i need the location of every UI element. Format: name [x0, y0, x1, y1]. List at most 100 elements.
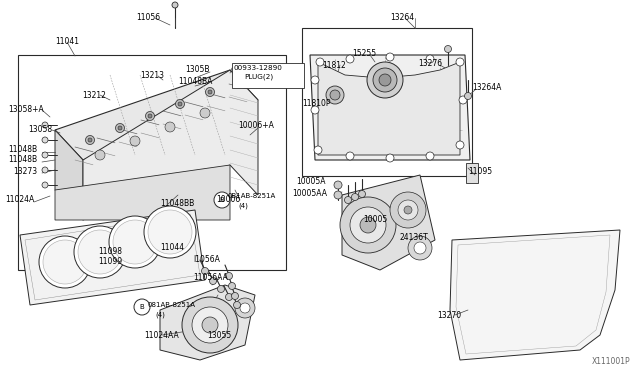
Text: 13264: 13264	[390, 13, 414, 22]
Circle shape	[351, 193, 358, 201]
Circle shape	[330, 90, 340, 100]
Circle shape	[42, 137, 48, 143]
Circle shape	[232, 292, 239, 299]
Circle shape	[192, 307, 228, 343]
Circle shape	[358, 190, 365, 198]
Circle shape	[386, 154, 394, 162]
Polygon shape	[83, 70, 258, 220]
Polygon shape	[55, 165, 230, 220]
Circle shape	[240, 303, 250, 313]
Text: l1056A: l1056A	[193, 256, 220, 264]
Circle shape	[390, 192, 426, 228]
Circle shape	[225, 294, 232, 301]
Circle shape	[74, 226, 126, 278]
Circle shape	[334, 191, 342, 199]
Text: 11056: 11056	[136, 13, 160, 22]
Circle shape	[209, 278, 216, 285]
Circle shape	[95, 150, 105, 160]
Circle shape	[118, 126, 122, 130]
Circle shape	[115, 124, 125, 132]
Text: 13270: 13270	[437, 311, 461, 320]
Text: 15255: 15255	[352, 49, 376, 58]
Circle shape	[130, 136, 140, 146]
Circle shape	[346, 55, 354, 63]
Polygon shape	[342, 175, 435, 270]
Text: 081AB-8251A: 081AB-8251A	[148, 302, 196, 308]
Text: 10006+A: 10006+A	[238, 122, 274, 131]
Text: 11095: 11095	[468, 167, 492, 176]
Circle shape	[214, 192, 230, 208]
Circle shape	[109, 216, 161, 268]
Text: X111001P: X111001P	[591, 357, 630, 366]
Circle shape	[144, 206, 196, 258]
Text: 24136T: 24136T	[400, 232, 429, 241]
Circle shape	[456, 58, 464, 66]
Text: (4): (4)	[238, 203, 248, 209]
Circle shape	[326, 86, 344, 104]
Bar	[302, 28, 472, 176]
Bar	[232, 63, 304, 88]
Circle shape	[445, 45, 451, 52]
Circle shape	[373, 68, 397, 92]
Circle shape	[346, 152, 354, 160]
Polygon shape	[55, 130, 83, 220]
Circle shape	[426, 152, 434, 160]
Circle shape	[404, 206, 412, 214]
Text: 11048BA: 11048BA	[178, 77, 212, 86]
Circle shape	[175, 99, 184, 109]
Circle shape	[205, 87, 214, 96]
Polygon shape	[20, 210, 205, 305]
Circle shape	[134, 299, 150, 315]
Circle shape	[386, 53, 394, 61]
Circle shape	[42, 152, 48, 158]
Polygon shape	[310, 55, 470, 160]
Circle shape	[42, 122, 48, 128]
Circle shape	[86, 135, 95, 144]
Circle shape	[42, 167, 48, 173]
Circle shape	[200, 108, 210, 118]
Circle shape	[235, 298, 255, 318]
Circle shape	[182, 297, 238, 353]
Text: 13212: 13212	[82, 90, 106, 99]
Circle shape	[311, 76, 319, 84]
Text: B: B	[220, 197, 225, 203]
Circle shape	[408, 236, 432, 260]
Circle shape	[148, 210, 192, 254]
Circle shape	[350, 207, 386, 243]
Text: 00933-12890: 00933-12890	[234, 65, 283, 71]
Text: 13058: 13058	[28, 125, 52, 135]
Text: 11044: 11044	[160, 244, 184, 253]
Text: 13276: 13276	[418, 58, 442, 67]
Text: 11098: 11098	[98, 247, 122, 257]
Polygon shape	[318, 62, 460, 155]
Circle shape	[379, 74, 391, 86]
Text: 13213: 13213	[140, 71, 164, 80]
Text: PLUG(2): PLUG(2)	[244, 74, 273, 80]
Circle shape	[178, 102, 182, 106]
Polygon shape	[55, 70, 258, 160]
Circle shape	[113, 220, 157, 264]
Circle shape	[39, 236, 91, 288]
Circle shape	[88, 138, 92, 142]
Circle shape	[367, 62, 403, 98]
Text: 11056AA: 11056AA	[193, 273, 228, 282]
Circle shape	[172, 2, 178, 8]
Circle shape	[202, 267, 209, 275]
Text: 11048B: 11048B	[8, 145, 37, 154]
Text: 10005A: 10005A	[296, 177, 326, 186]
Text: 11041: 11041	[55, 38, 79, 46]
Circle shape	[228, 282, 236, 289]
Circle shape	[225, 273, 232, 279]
Text: 1305B: 1305B	[185, 65, 209, 74]
Circle shape	[316, 58, 324, 66]
Text: 13055: 13055	[207, 331, 231, 340]
Circle shape	[208, 90, 212, 94]
Text: 10005AA: 10005AA	[292, 189, 327, 198]
Polygon shape	[160, 285, 255, 360]
Circle shape	[234, 301, 241, 308]
Circle shape	[344, 196, 351, 203]
Circle shape	[218, 285, 225, 292]
Circle shape	[426, 55, 434, 63]
Text: 11810P: 11810P	[302, 99, 330, 109]
Text: 0B1AB-8251A: 0B1AB-8251A	[228, 193, 276, 199]
